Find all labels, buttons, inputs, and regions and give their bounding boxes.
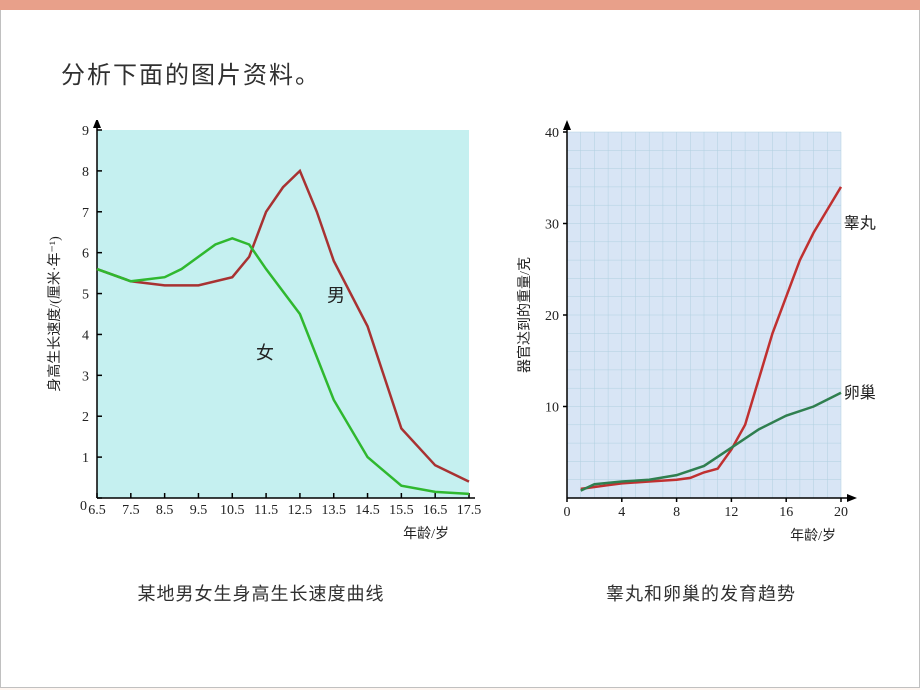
x-tick-label: 16	[779, 505, 793, 520]
y-tick-label: 1	[82, 451, 89, 466]
y-tick-label: 8	[82, 165, 89, 180]
page-title: 分析下面的图片资料。	[61, 55, 879, 90]
x-tick-label: 9.5	[190, 503, 208, 518]
x-tick-label: 8	[673, 505, 680, 520]
y-tick-label: 6	[82, 247, 89, 262]
series-label-睾丸: 睾丸	[844, 215, 876, 233]
y-tick-label: 9	[82, 124, 89, 139]
x-tick-label: 6.5	[88, 503, 106, 518]
x-tick-label: 7.5	[122, 503, 139, 518]
y-tick-label: 5	[82, 288, 89, 303]
x-tick-label: 12	[724, 505, 738, 520]
x-tick-label: 12.5	[288, 503, 313, 518]
x-tick-label: 15.5	[389, 503, 414, 518]
growth-rate-chart: 1 2 3 4 5 6 7 8 9 06.5 7.5 8.5 9.5 10.5 11.5 12.5 13.5 14…	[41, 120, 481, 560]
y-tick-label: 4	[82, 328, 89, 343]
series-label-卵巢: 卵巢	[844, 384, 876, 402]
content-area: 分析下面的图片资料。 12345678906.57.58.59.510.511.…	[0, 10, 920, 688]
x-tick-label: 16.5	[423, 503, 448, 518]
y-tick-label: 3	[82, 369, 89, 384]
x-axis-label: 年龄/岁	[403, 526, 449, 542]
top-border	[0, 0, 920, 10]
organ-weight-chart-caption: 睾丸和卵巢的发育趋势	[511, 580, 891, 606]
charts-row: 12345678906.57.58.59.510.511.512.513.514…	[41, 120, 879, 560]
x-tick-label: 17.5	[457, 503, 481, 518]
x-tick-label: 20	[834, 505, 848, 520]
growth-rate-chart-svg: 1 2 3 4 5 6 7 8 9 06.5 7.5 8.5 9.5 10.5 11.5 12.5 13.5 14…	[41, 120, 481, 560]
organ-weight-chart: 10203040048121620器官达到的重量/克年龄/岁睾丸卵巢 睾丸和卵巢…	[511, 120, 891, 560]
y-axis-label: 身高生长速度/(厘米·年⁻¹)	[46, 236, 63, 392]
x-tick-label: 14.5	[355, 503, 380, 518]
y-tick-label: 40	[545, 126, 559, 141]
y-tick-label: 7	[82, 206, 89, 221]
y-tick-label: 10	[545, 401, 559, 416]
x-tick-label: 8.5	[156, 503, 174, 518]
y-tick-label: 2	[82, 410, 89, 425]
y-tick-label: 30	[545, 218, 559, 233]
y-axis-label: 器官达到的重量/克	[517, 257, 533, 373]
x-tick-label: 0	[564, 505, 571, 520]
x-tick-label: 4	[618, 505, 625, 520]
x-tick-label: 13.5	[321, 503, 346, 518]
x-axis-label: 年龄/岁	[790, 528, 836, 544]
x-tick-label: 11.5	[254, 503, 278, 518]
growth-rate-chart-caption: 某地男女生身高生长速度曲线	[41, 580, 481, 606]
series-label-男: 男	[327, 286, 345, 306]
origin-label: 0	[80, 499, 87, 514]
series-label-女: 女	[256, 343, 274, 363]
x-tick-label: 10.5	[220, 503, 245, 518]
y-tick-label: 20	[545, 309, 559, 324]
organ-weight-chart-svg: 10 20 30 40 0 4 8 12 16 20 器官达到的重量/克年龄/岁 睾丸卵巢	[511, 120, 891, 560]
